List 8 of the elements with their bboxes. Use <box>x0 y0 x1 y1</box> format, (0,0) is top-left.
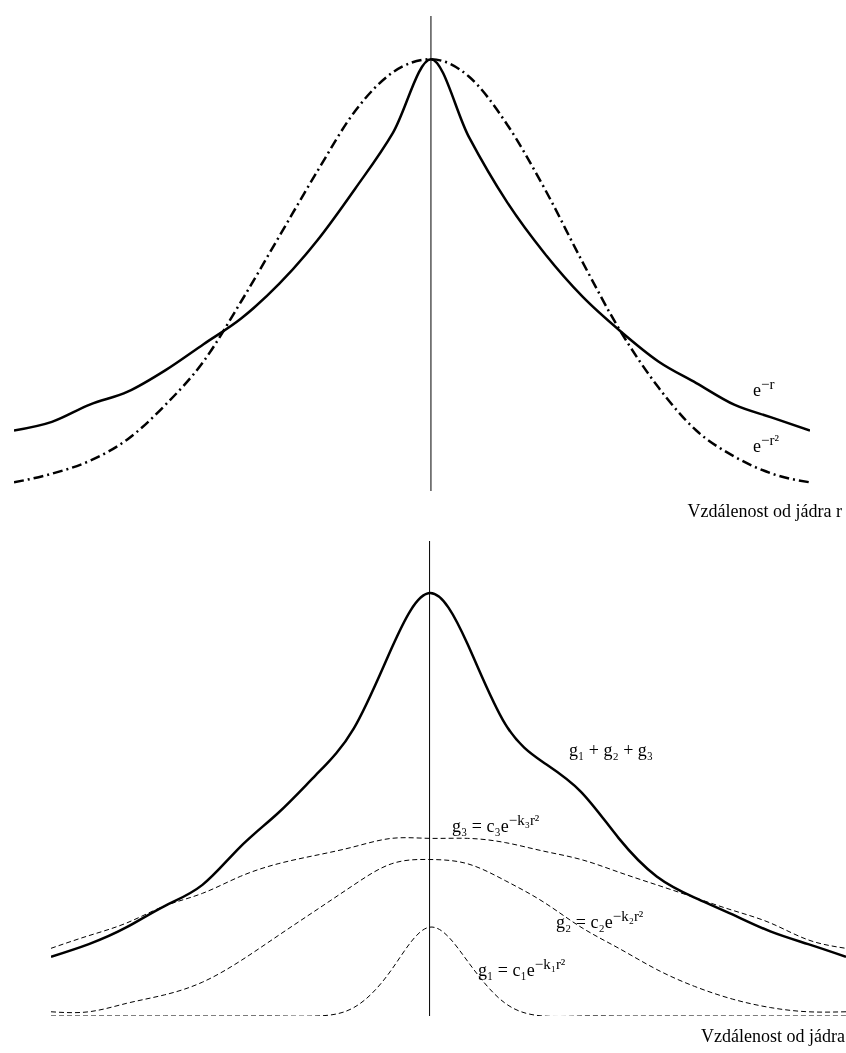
series-label: e$^{−r}$ <box>753 376 775 401</box>
series-label: e$^{−r²}$ <box>753 432 779 457</box>
series-label: g₃ = c₃e$^{−k₃r²}$ <box>452 812 540 837</box>
series-label: g₁ + g₂ + g₃ <box>569 740 654 761</box>
series-label: g₁ = c₁e$^{−k₁r²}$ <box>478 956 566 981</box>
series-label: g₂ = c₂e$^{−k₂r²}$ <box>556 908 644 933</box>
x-axis-title: Vzdálenost od jádra <box>701 1026 845 1047</box>
x-axis-title: Vzdálenost od jádra r <box>687 501 842 522</box>
